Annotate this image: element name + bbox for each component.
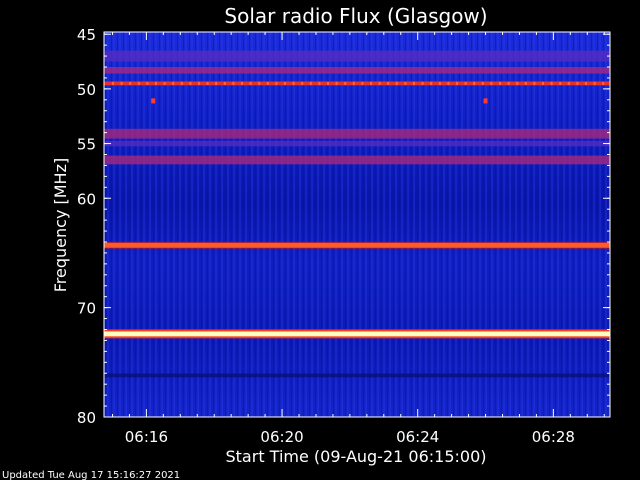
interference-dot	[593, 81, 596, 85]
interference-dot	[421, 81, 424, 85]
interference-dot	[473, 81, 476, 85]
y-axis-label: Frequency [MHz]	[51, 158, 70, 292]
interference-dot	[292, 81, 295, 85]
x-tick-label: 06:20	[260, 428, 303, 446]
interference-dot	[172, 81, 175, 85]
y-tick-label: 45	[77, 26, 96, 44]
emission-bands	[104, 50, 610, 378]
interference-dot	[387, 81, 390, 85]
interference-dot	[524, 81, 527, 85]
interference-dot	[163, 81, 166, 85]
interference-dot	[516, 81, 519, 85]
interference-dot	[223, 81, 226, 85]
interference-dot	[352, 81, 355, 85]
interference-dot	[464, 81, 467, 85]
interference-dot	[447, 81, 450, 85]
interference-dot	[249, 81, 252, 85]
x-tick-label: 06:24	[396, 428, 439, 446]
chart-title: Solar radio Flux (Glasgow)	[224, 4, 487, 28]
emission-dots	[112, 81, 605, 104]
interference-dot	[301, 81, 304, 85]
emission-spot	[483, 98, 488, 104]
y-tick-label: 80	[77, 409, 96, 427]
plot-frame	[103, 31, 611, 418]
interference-dot	[241, 81, 243, 85]
interference-dot	[309, 81, 312, 85]
interference-dot	[198, 81, 200, 85]
interference-dot	[456, 81, 458, 85]
interference-dot	[430, 81, 433, 85]
interference-dot	[490, 81, 493, 85]
interference-dot	[576, 81, 579, 85]
interference-dot	[378, 81, 381, 85]
interference-dot	[344, 81, 347, 85]
interference-dot	[155, 81, 157, 85]
interference-dot	[137, 81, 140, 85]
interference-dot	[499, 81, 501, 85]
x-axis-label: Start Time (09-Aug-21 06:15:00)	[226, 447, 487, 466]
emission-band	[104, 373, 610, 378]
interference-dot	[232, 81, 235, 85]
interference-dot	[206, 81, 209, 85]
emission-band	[104, 331, 610, 337]
interference-dot	[284, 81, 286, 85]
emission-band	[104, 155, 610, 165]
interference-dot	[112, 81, 114, 85]
emission-band	[104, 50, 610, 62]
interference-dot	[438, 81, 441, 85]
x-axis: 06:16 06:20 06:24 06:28	[111, 32, 605, 446]
interference-dot	[189, 81, 192, 85]
interference-dot	[120, 81, 123, 85]
interference-dot	[481, 81, 484, 85]
interference-dot	[550, 81, 553, 85]
interference-dot	[395, 81, 398, 85]
interference-dot	[404, 81, 407, 85]
y-tick-label: 60	[77, 190, 96, 208]
interference-dot	[361, 81, 364, 85]
interference-dot	[258, 81, 261, 85]
interference-dot	[146, 81, 149, 85]
interference-dot	[215, 81, 218, 85]
interference-dot	[413, 81, 415, 85]
y-tick-label: 70	[77, 300, 96, 318]
interference-dot	[266, 81, 269, 85]
interference-dot	[180, 81, 183, 85]
y-tick-label: 55	[77, 136, 96, 154]
y-axis: 45 50 55 60 70 80	[77, 26, 610, 427]
interference-dot	[318, 81, 321, 85]
emission-band	[104, 81, 610, 86]
interference-dot	[327, 81, 329, 85]
interference-dot	[559, 81, 562, 85]
emission-band	[104, 140, 610, 147]
interference-dot	[129, 81, 132, 85]
interference-dot	[275, 81, 278, 85]
interference-dot	[567, 81, 570, 85]
emission-spot	[151, 98, 156, 104]
updated-timestamp: Updated Tue Aug 17 15:16:27 2021	[2, 470, 180, 480]
x-tick-label: 06:28	[532, 428, 575, 446]
emission-band	[104, 67, 610, 74]
plot-area	[104, 32, 610, 417]
interference-dot	[507, 81, 510, 85]
interference-dot	[370, 81, 372, 85]
emission-band	[104, 128, 610, 139]
interference-dot	[533, 81, 536, 85]
x-tick-label: 06:16	[125, 428, 168, 446]
spectrogram-noise	[104, 32, 610, 417]
y-tick-label: 50	[77, 81, 96, 99]
emission-band	[104, 242, 610, 248]
interference-dot	[585, 81, 587, 85]
interference-dot	[335, 81, 338, 85]
interference-dot	[542, 81, 544, 85]
interference-dot	[602, 81, 605, 85]
